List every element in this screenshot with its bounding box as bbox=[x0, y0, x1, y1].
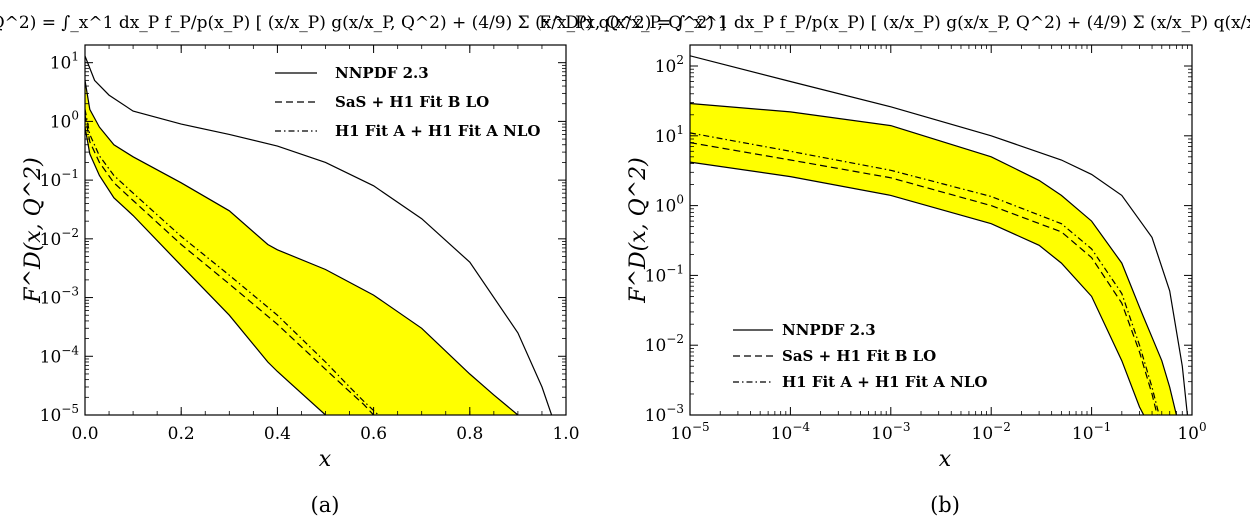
band-lower-edge bbox=[85, 126, 330, 415]
panel-a-xlabel: x bbox=[319, 447, 332, 472]
x-tick-label: 0.0 bbox=[71, 424, 98, 444]
x-tick-label: 10−1 bbox=[1072, 420, 1111, 444]
panel-a-title-text: F^D(x, Q^2) = ∫_x^1 dx_P f_P/p(x_P) [ (x… bbox=[0, 13, 726, 33]
x-tick-label: 10−3 bbox=[871, 420, 910, 444]
x-tick-label: 10−2 bbox=[972, 420, 1011, 444]
panel-a-caption: (a) bbox=[311, 493, 340, 517]
y-tick-label: 10−1 bbox=[645, 262, 684, 286]
panel-b-xlabel: x bbox=[939, 447, 952, 472]
y-tick-label: 10−4 bbox=[40, 343, 80, 367]
panel-a: F^D(x, Q^2) = ∫_x^1 dx_P f_P/p(x_P) [ (x… bbox=[0, 13, 726, 517]
panel-b-frame bbox=[689, 44, 1193, 416]
x-tick-label: 1.0 bbox=[552, 424, 579, 444]
y-tick-label: 10−5 bbox=[40, 402, 79, 426]
band-fill bbox=[85, 80, 518, 415]
series-line-0 bbox=[85, 55, 553, 415]
band-fill bbox=[690, 103, 1177, 415]
legend-label-0: NNPDF 2.3 bbox=[782, 321, 876, 339]
panel-b-title-text: F^D(x, Q^2) = ∫_x^1 dx_P f_P/p(x_P) [ (x… bbox=[539, 13, 1250, 33]
legend-label-2: H1 Fit A + H1 Fit A NLO bbox=[782, 373, 988, 391]
panel-b-ticks: 10−5 10−4 10−3 10−2 10−1 100 102 101 100 10−1 10−2… bbox=[645, 44, 1207, 444]
series-line-1 bbox=[690, 142, 1158, 415]
y-tick-label: 10−2 bbox=[40, 226, 79, 250]
y-tick-label: 10−2 bbox=[645, 332, 684, 356]
band-upper-edge bbox=[85, 80, 519, 415]
x-tick-label: 10−4 bbox=[771, 420, 811, 444]
series-line-1 bbox=[85, 114, 375, 415]
panel-a-title: F^D(x, Q^2) = ∫_x^1 dx_P f_P/p(x_P) [ (x… bbox=[0, 13, 726, 33]
legend-label-0: NNPDF 2.3 bbox=[335, 64, 429, 82]
panel-b-legend: NNPDF 2.3 SaS + H1 Fit B LO H1 Fit A + H1 … bbox=[733, 321, 988, 391]
legend-label-1: SaS + H1 Fit B LO bbox=[782, 347, 936, 365]
panel-b-caption: (b) bbox=[930, 493, 960, 517]
panel-b-ylabel: F^D(x, Q^2) bbox=[626, 157, 651, 303]
panel-b-series-lines bbox=[690, 55, 1188, 415]
x-tick-label: 0.4 bbox=[264, 424, 291, 444]
x-tick-label: 0.2 bbox=[168, 424, 195, 444]
panel-b: F^D(x, Q^2) = ∫_x^1 dx_P f_P/p(x_P) [ (x… bbox=[539, 13, 1250, 517]
y-tick-label: 101 bbox=[50, 50, 79, 74]
panel-b-title: F^D(x, Q^2) = ∫_x^1 dx_P f_P/p(x_P) [ (x… bbox=[539, 13, 1250, 33]
y-tick-label: 102 bbox=[655, 53, 684, 77]
panel-b-uncertainty-band bbox=[690, 102, 1177, 415]
y-tick-label: 101 bbox=[655, 123, 684, 147]
panel-a-legend: NNPDF 2.3 SaS + H1 Fit B LO H1 Fit A + H1 … bbox=[275, 64, 541, 140]
panel-a-series-lines bbox=[85, 55, 553, 415]
series-line-2 bbox=[690, 132, 1160, 415]
legend-label-2: H1 Fit A + H1 Fit A NLO bbox=[335, 122, 541, 140]
x-tick-label: 100 bbox=[1177, 420, 1206, 444]
x-tick-label: 10−5 bbox=[670, 420, 709, 444]
panel-a-uncertainty-band bbox=[85, 80, 519, 415]
y-tick-label: 100 bbox=[655, 193, 684, 217]
series-line-2 bbox=[85, 109, 379, 415]
x-tick-label: 0.6 bbox=[360, 424, 387, 444]
y-tick-label: 10−3 bbox=[40, 285, 79, 309]
legend-label-1: SaS + H1 Fit B LO bbox=[335, 93, 489, 111]
y-tick-label: 10−1 bbox=[40, 167, 79, 191]
x-tick-label: 0.8 bbox=[456, 424, 483, 444]
panel-a-ylabel: F^D(x, Q^2) bbox=[21, 157, 46, 303]
y-tick-label: 100 bbox=[50, 108, 79, 132]
series-line-0 bbox=[690, 55, 1188, 415]
band-upper-edge bbox=[690, 102, 1177, 415]
panel-a-ticks: 0.0 0.2 0.4 0.6 0.8 1.0 101 100 10−1 10−2 10−3 10−4… bbox=[40, 44, 580, 444]
band-lower-edge bbox=[690, 161, 1145, 415]
y-tick-label: 10−3 bbox=[645, 402, 684, 426]
